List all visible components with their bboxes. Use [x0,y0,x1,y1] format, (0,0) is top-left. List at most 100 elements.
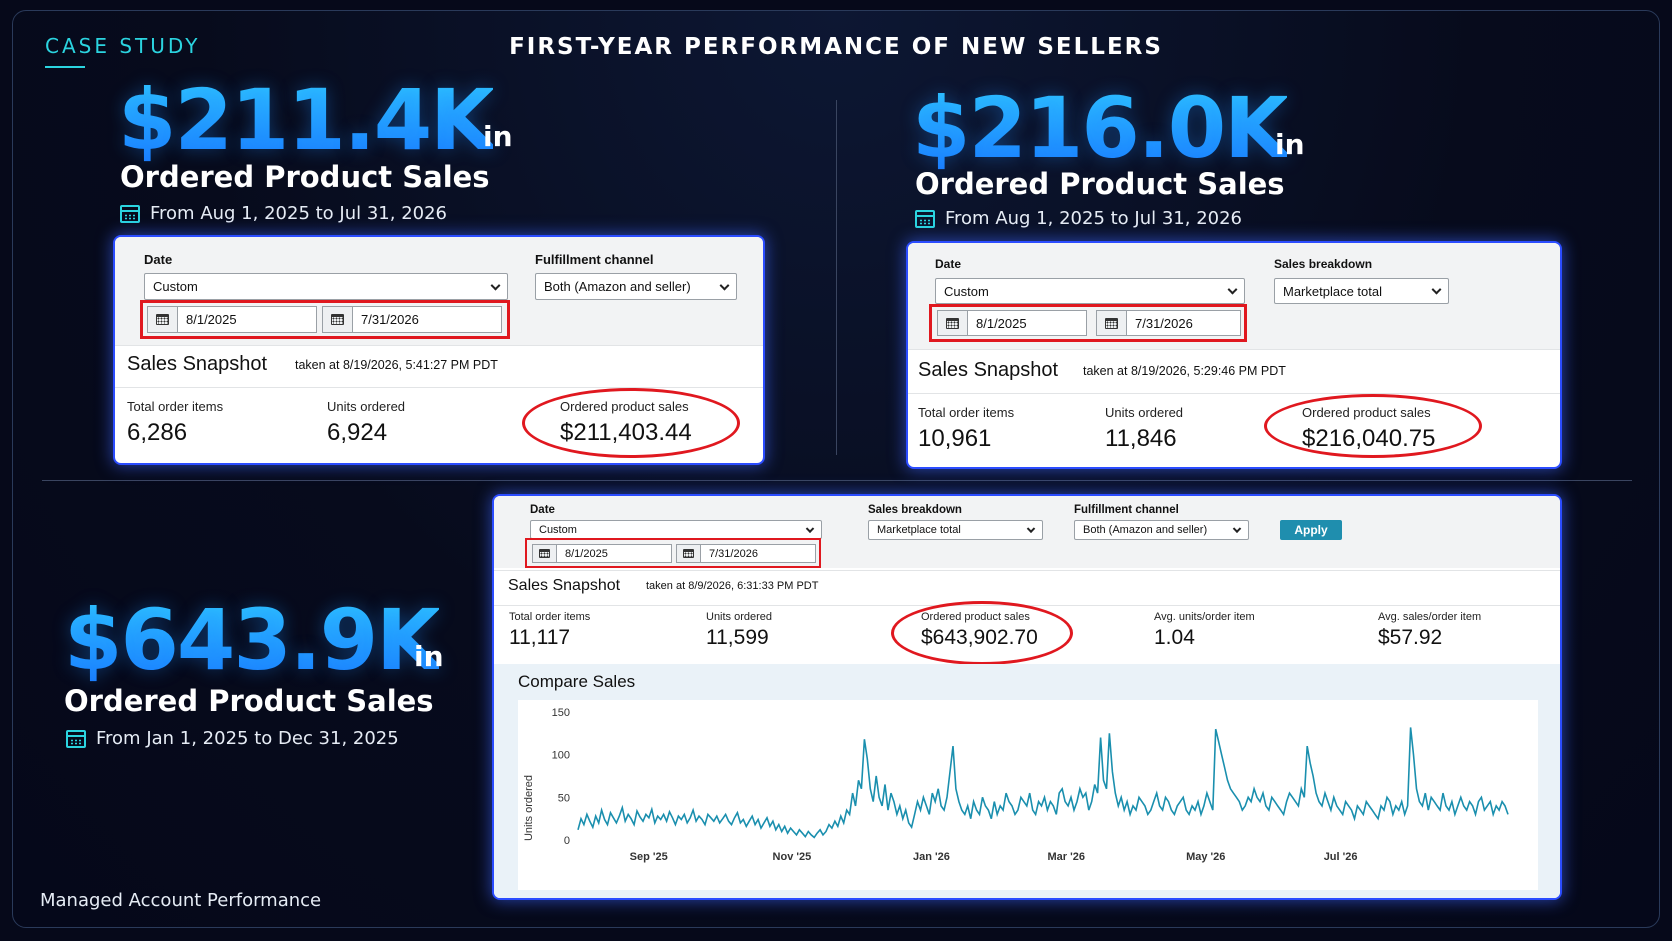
study1-range-text: From Aug 1, 2025 to Jul 31, 2026 [150,203,447,224]
x-tick-label: Nov '25 [773,851,812,863]
date-highlight-box [929,304,1247,342]
snapshot-title: Sales Snapshot [918,359,1059,381]
calendar-icon[interactable] [1097,311,1127,335]
study3-range-text: From Jan 1, 2025 to Dec 31, 2025 [96,728,399,749]
snapshot-title: Sales Snapshot [127,353,268,375]
snapshot-timestamp: taken at 8/9/2026, 6:31:33 PM PDT [646,580,819,592]
calendar-icon[interactable] [677,545,701,562]
metric-label: Units ordered [706,611,773,623]
x-tick-label: Mar '26 [1048,851,1085,863]
metric-label: Units ordered [327,399,406,414]
divider [115,387,763,388]
chevron-down-icon [1431,284,1442,295]
study3-amount: $643.9K [64,591,441,689]
apply-button[interactable]: Apply [1280,520,1342,540]
metric-label: Total order items [127,399,224,414]
calendar-icon[interactable] [323,307,353,332]
calendar-icon [66,729,86,748]
y-axis-title: Units ordered [523,775,535,841]
highlight-ellipse [891,601,1073,665]
study2-subtitle: Ordered Product Sales [915,167,1285,201]
study3-subtitle: Ordered Product Sales [64,684,434,718]
metric-value: 11,117 [509,626,571,649]
calendar-icon [915,209,935,228]
calendar-icon[interactable] [148,307,178,332]
y-tick-label: 0 [564,835,570,847]
calendar-icon [120,204,140,223]
metric-label: Avg. sales/order item [1378,611,1482,623]
horizontal-divider [42,480,1632,481]
chevron-down-icon [805,524,815,533]
study1-amount: $211.4K [118,71,495,169]
study1-in: in [483,120,513,153]
calendar-icon[interactable] [938,311,968,335]
fulfillment-select-value: Both (Amazon and seller) [544,279,691,294]
calendar-icon[interactable] [533,545,557,562]
chevron-down-icon [490,280,501,291]
fulfillment-select[interactable]: Both (Amazon and seller) [535,273,737,300]
end-date-value: 7/31/2026 [361,312,419,327]
start-date-value: 8/1/2025 [186,312,237,327]
study3-range: From Jan 1, 2025 to Dec 31, 2025 [66,728,399,749]
metric-value: 10,961 [918,425,992,452]
highlight-ellipse [1264,394,1482,458]
fulfillment-select[interactable]: Both (Amazon and seller) [1074,520,1249,540]
x-axis-ticks: Sep '25 Nov '25 Jan '26 Mar '26 May '26 Jul '… [630,851,1358,863]
start-date-value: 8/1/2025 [976,315,1027,331]
fulfillment-label: Fulfillment channel [1074,504,1179,516]
x-tick-label: Jul '26 [1324,851,1358,863]
end-date-field[interactable]: 7/31/2026 [676,544,816,563]
sales-breakdown-value: Marketplace total [1283,283,1382,299]
sales-breakdown-value: Marketplace total [877,524,961,536]
study2-range-text: From Aug 1, 2025 to Jul 31, 2026 [945,208,1242,229]
date-label: Date [530,504,555,516]
date-label: Date [935,257,962,271]
date-select[interactable]: Custom [935,278,1245,304]
compare-sales-title: Compare Sales [518,672,636,691]
units-ordered-line-chart: Units ordered 0 50 100 150 Sep '25 Nov '25 Ja… [523,707,1509,863]
metric-value: 6,924 [327,419,388,446]
metric-value: 11,599 [706,626,769,649]
start-date-field[interactable]: 8/1/2025 [147,306,317,333]
snapshot-title: Sales Snapshot [508,577,621,594]
sales-breakdown-label: Sales breakdown [1274,257,1373,271]
sales-breakdown-select[interactable]: Marketplace total [1274,278,1449,304]
study1-subtitle: Ordered Product Sales [120,160,490,194]
x-tick-label: May '26 [1186,851,1225,863]
metric-label: Total order items [509,611,591,623]
metric-value: 1.04 [1154,626,1195,649]
end-date-value: 7/31/2026 [1135,315,1193,331]
highlight-ellipse [522,388,740,458]
y-tick-label: 100 [552,750,570,762]
study2-panel: Date Custom Sales breakdown Marketplace … [908,243,1560,467]
divider [494,570,1560,571]
sales-breakdown-select[interactable]: Marketplace total [868,520,1043,540]
snapshot-timestamp: taken at 8/19/2026, 5:29:46 PM PDT [1083,364,1286,378]
start-date-field[interactable]: 8/1/2025 [532,544,672,563]
date-select-value: Custom [944,283,989,299]
end-date-field[interactable]: 7/31/2026 [322,306,502,333]
study1-range: From Aug 1, 2025 to Jul 31, 2026 [120,203,447,224]
y-axis-ticks: 0 50 100 150 [552,707,570,847]
end-date-value: 7/31/2026 [709,547,758,560]
chevron-down-icon [1232,524,1242,534]
chevron-down-icon [1026,524,1036,534]
metric-value: 6,286 [127,419,188,446]
date-select[interactable]: Custom [144,273,508,300]
study3-in: in [414,640,444,673]
metric-value: 11,846 [1105,425,1177,452]
study3-panel: Date Custom Sales breakdown Marketplace … [494,496,1560,898]
end-date-field[interactable]: 7/31/2026 [1096,310,1241,336]
snapshot-timestamp: taken at 8/19/2026, 5:41:27 PM PDT [295,358,498,372]
sales-breakdown-label: Sales breakdown [868,504,962,516]
date-select-value: Custom [153,279,198,294]
study2-in: in [1275,128,1305,161]
case-study-label: CASE STUDY [45,34,201,58]
start-date-field[interactable]: 8/1/2025 [937,310,1087,336]
page-title: FIRST-YEAR PERFORMANCE OF NEW SELLERS [509,34,1163,60]
metric-value: $57.92 [1378,626,1443,649]
chevron-down-icon [719,280,730,291]
date-select-value: Custom [539,523,577,536]
date-select[interactable]: Custom [530,520,822,539]
footer-label: Managed Account Performance [40,890,322,911]
